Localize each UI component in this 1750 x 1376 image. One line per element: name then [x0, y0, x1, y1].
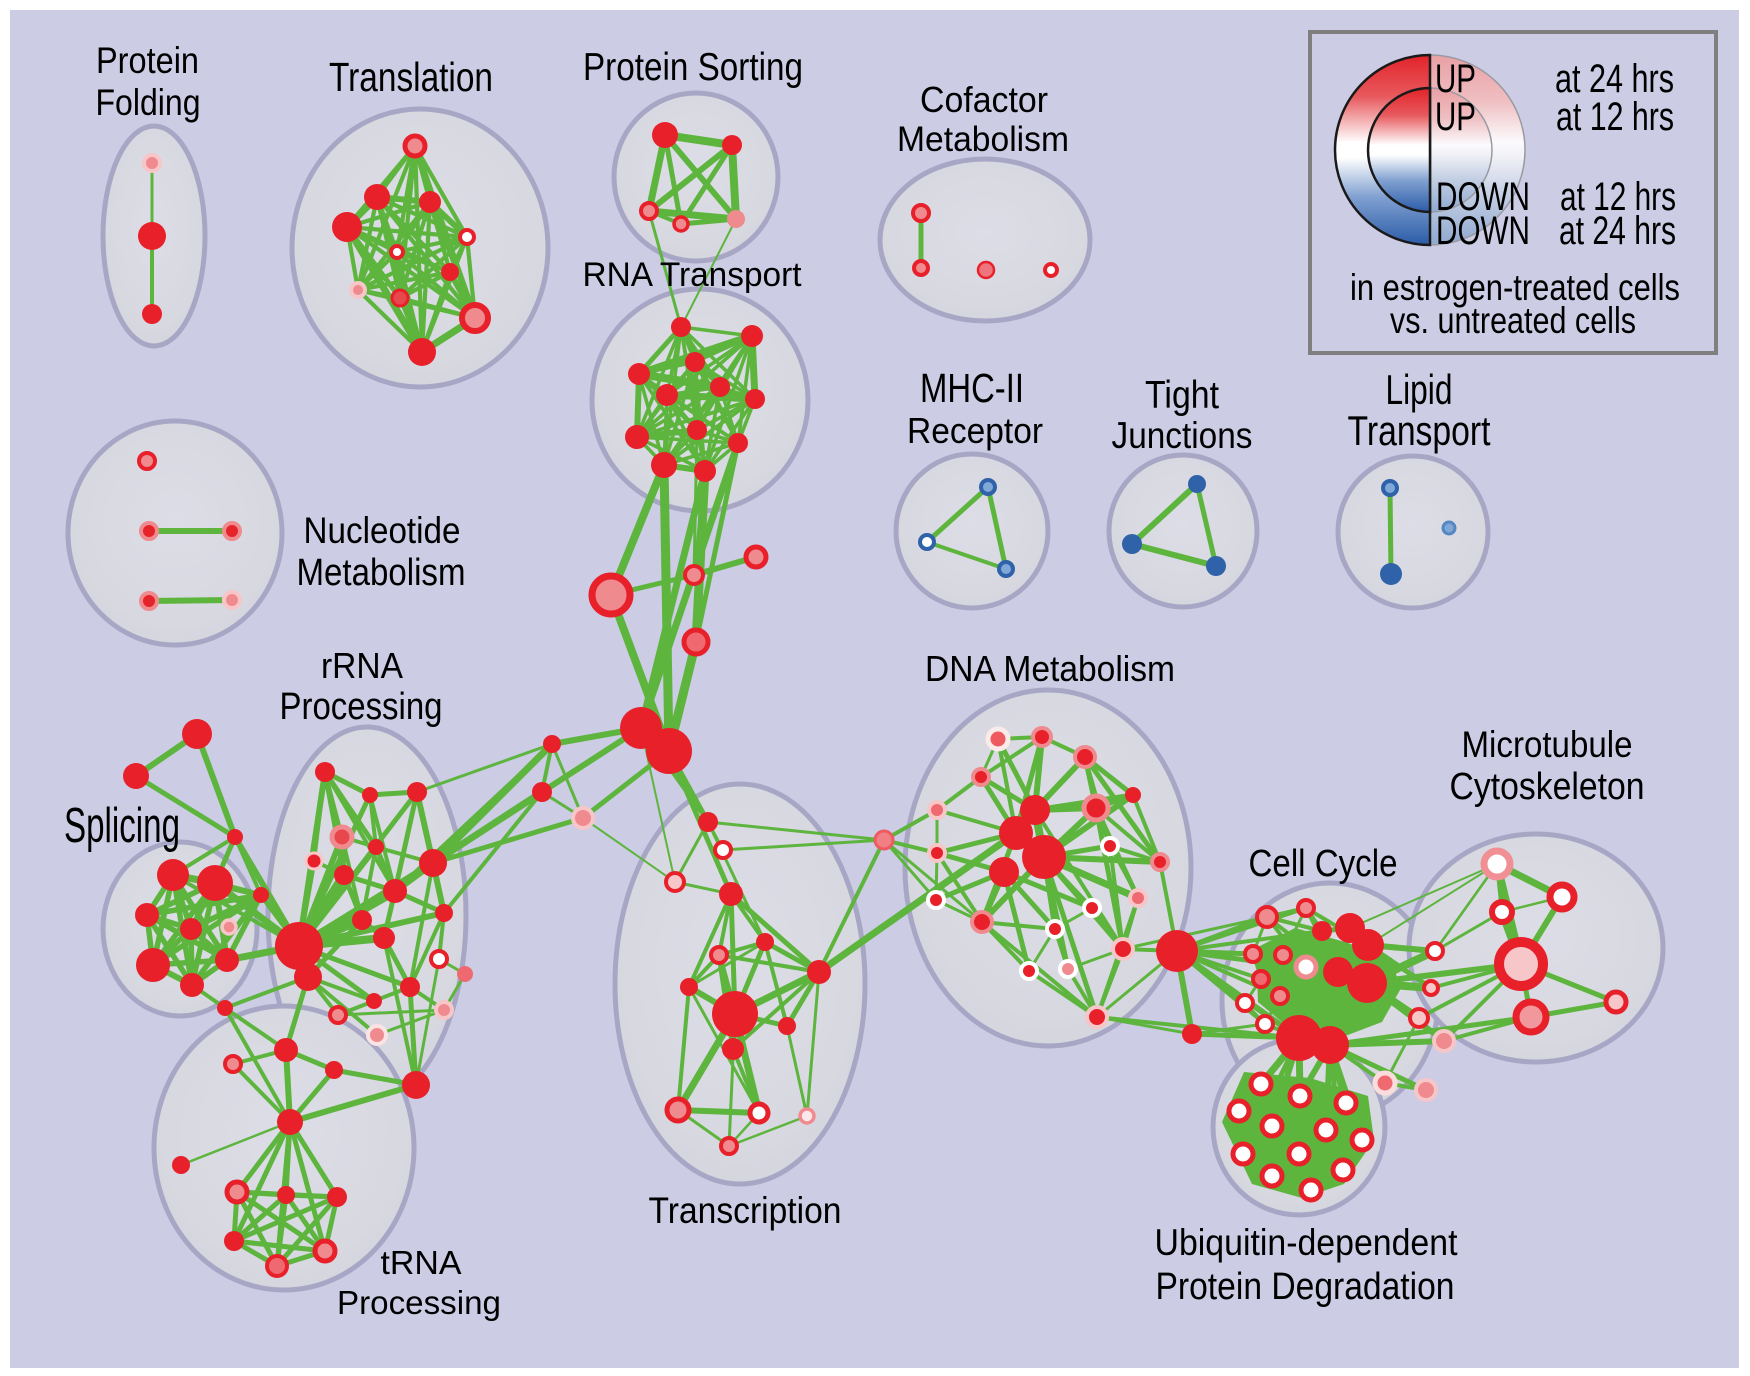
svg-text:Lipid: Lipid	[1386, 366, 1453, 413]
svg-text:at 12 hrs: at 12 hrs	[1560, 175, 1676, 219]
svg-text:Cytoskeleton: Cytoskeleton	[1450, 766, 1645, 808]
svg-text:DOWN: DOWN	[1436, 175, 1530, 219]
svg-text:Splicing: Splicing	[64, 799, 180, 853]
svg-text:Ubiquitin-dependent: Ubiquitin-dependent	[1155, 1222, 1459, 1263]
svg-text:tRNA: tRNA	[381, 1244, 462, 1281]
svg-text:UP: UP	[1435, 57, 1476, 101]
svg-text:Tight: Tight	[1145, 374, 1219, 417]
svg-text:Junctions: Junctions	[1112, 415, 1253, 456]
svg-text:Transcription: Transcription	[649, 1190, 842, 1231]
svg-text:Translation: Translation	[329, 54, 493, 100]
svg-text:at 24 hrs: at 24 hrs	[1559, 209, 1676, 253]
svg-text:Cofactor: Cofactor	[920, 79, 1048, 120]
svg-text:Transport: Transport	[1348, 407, 1491, 454]
svg-text:at 24 hrs: at 24 hrs	[1555, 57, 1674, 101]
svg-text:Processing: Processing	[337, 1284, 501, 1321]
svg-text:Folding: Folding	[96, 82, 201, 123]
svg-text:in estrogen-treated cells: in estrogen-treated cells	[1350, 267, 1680, 308]
svg-text:DNA Metabolism: DNA Metabolism	[925, 648, 1175, 689]
svg-text:Nucleotide: Nucleotide	[304, 510, 461, 551]
svg-text:Protein: Protein	[96, 40, 199, 81]
svg-text:Metabolism: Metabolism	[297, 552, 466, 594]
svg-text:rRNA: rRNA	[321, 645, 403, 686]
svg-text:Metabolism: Metabolism	[897, 120, 1069, 159]
svg-text:DOWN: DOWN	[1436, 209, 1530, 253]
svg-text:Processing: Processing	[280, 686, 443, 728]
svg-text:at 12 hrs: at 12 hrs	[1556, 95, 1674, 139]
svg-text:RNA Transport: RNA Transport	[583, 256, 803, 294]
svg-text:vs. untreated cells: vs. untreated cells	[1390, 300, 1636, 341]
svg-text:UP: UP	[1435, 95, 1476, 139]
svg-text:Cell Cycle: Cell Cycle	[1249, 843, 1398, 885]
svg-text:Protein Degradation: Protein Degradation	[1156, 1266, 1455, 1308]
svg-text:Protein Sorting: Protein Sorting	[583, 46, 803, 89]
svg-text:MHC-II: MHC-II	[920, 365, 1024, 411]
svg-text:Microtubule: Microtubule	[1462, 724, 1633, 765]
svg-text:Receptor: Receptor	[907, 410, 1043, 451]
